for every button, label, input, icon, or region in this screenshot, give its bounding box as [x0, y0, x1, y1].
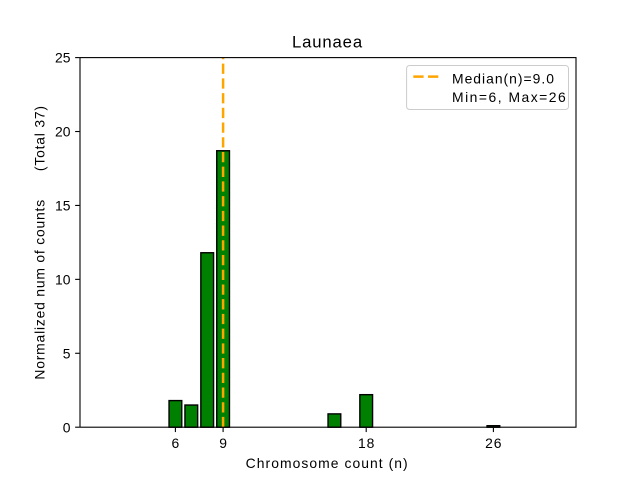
svg-text:5: 5 [63, 345, 71, 361]
svg-text:Normalized num of counts: Normalized num of counts (Total 37) [31, 105, 47, 379]
svg-text:6: 6 [172, 435, 180, 451]
svg-text:Min=6, Max=26: Min=6, Max=26 [452, 89, 567, 105]
svg-text:Launaea: Launaea [292, 33, 363, 52]
svg-text:26: 26 [485, 435, 502, 451]
svg-text:25: 25 [55, 50, 71, 66]
svg-text:Median(n)=9.0: Median(n)=9.0 [452, 70, 555, 86]
svg-text:20: 20 [55, 124, 71, 140]
svg-text:0: 0 [63, 419, 71, 435]
svg-text:15: 15 [55, 198, 71, 214]
svg-text:Chromosome count (n): Chromosome count (n) [246, 455, 409, 471]
svg-text:18: 18 [358, 435, 375, 451]
svg-text:9: 9 [219, 435, 227, 451]
svg-text:10: 10 [55, 272, 71, 288]
